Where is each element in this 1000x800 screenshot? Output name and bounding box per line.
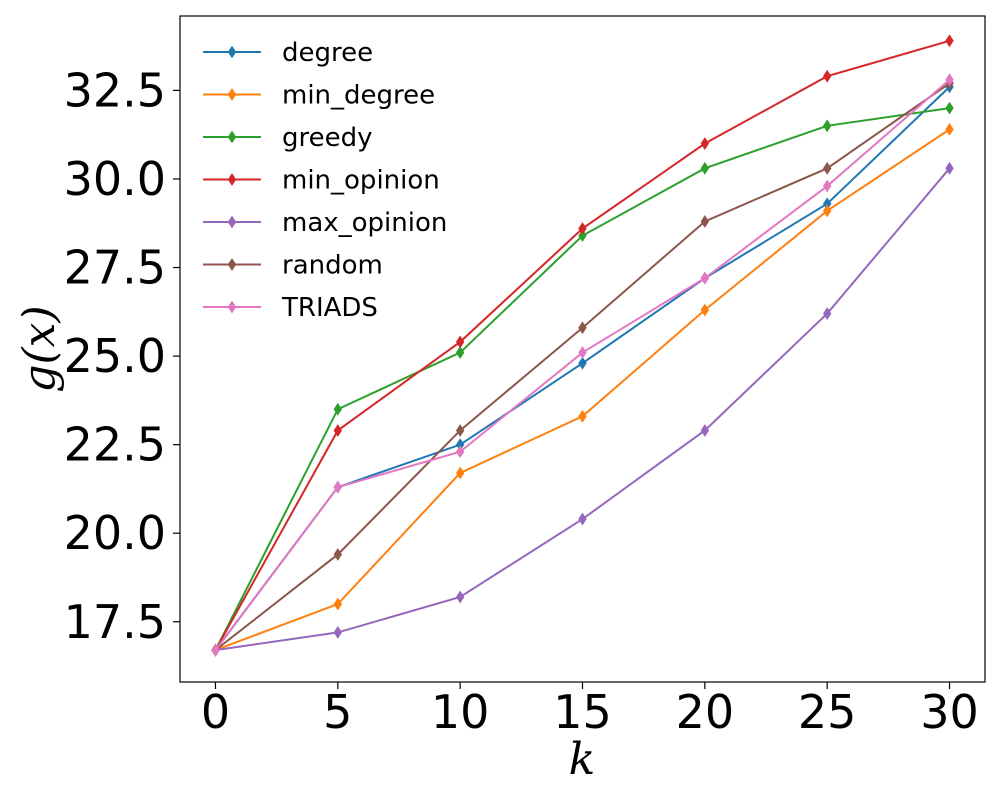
data-point-triads: [333, 480, 343, 494]
x-tick-label: 25: [798, 685, 857, 739]
y-tick-label: 25.0: [64, 329, 166, 383]
data-point-greedy: [578, 229, 587, 243]
data-point-random: [578, 321, 587, 335]
legend-label-triads: TRIADS: [281, 293, 378, 323]
data-point-triads: [211, 643, 220, 657]
data-point-min-degree: [333, 597, 343, 611]
x-tick-label: 10: [431, 685, 490, 739]
legend-marker-degree: [227, 45, 237, 59]
data-point-min-degree: [700, 303, 710, 317]
y-tick-label: 30.0: [64, 152, 166, 206]
data-point-triads: [455, 445, 465, 459]
data-point-max-opinion: [333, 625, 343, 639]
x-axis-label: k: [569, 734, 596, 785]
y-tick-label: 27.5: [64, 241, 166, 295]
legend-label-max-opinion: max_opinion: [282, 208, 447, 238]
data-point-max-opinion: [822, 307, 832, 320]
data-point-greedy: [455, 346, 465, 359]
legend-label-min-degree: min_degree: [282, 81, 435, 111]
data-point-min-opinion: [333, 424, 343, 437]
legend-marker-greedy: [227, 130, 237, 144]
data-point-min-opinion: [455, 335, 465, 349]
y-tick-label: 17.5: [64, 595, 166, 649]
legend-label-min-opinion: min_opinion: [282, 166, 440, 196]
data-point-min-degree: [945, 122, 954, 136]
data-point-min-degree: [578, 409, 587, 423]
legend-label-random: random: [282, 251, 383, 281]
data-point-min-opinion: [578, 222, 587, 235]
y-axis: 17.5 20.0 22.5 25.0 27.5 30.0 32.5: [64, 63, 180, 649]
data-point-random: [700, 215, 710, 228]
data-point-random: [333, 548, 343, 561]
data-point-greedy: [945, 101, 954, 115]
x-tick-label: 15: [553, 685, 612, 739]
data-point-greedy: [700, 161, 710, 175]
data-point-triads: [822, 179, 832, 193]
legend-label-greedy: greedy: [282, 123, 373, 153]
data-point-degree: [578, 356, 587, 370]
data-point-random: [822, 161, 832, 175]
legend-marker-triads: [227, 300, 237, 314]
x-tick-label: 5: [323, 685, 352, 739]
data-point-max-opinion: [700, 424, 710, 437]
data-point-max-opinion: [578, 512, 587, 526]
x-tick-label: 20: [676, 685, 735, 739]
y-axis-label: g(x): [14, 305, 65, 392]
legend-marker-random: [227, 258, 237, 271]
data-point-max-opinion: [945, 161, 954, 175]
data-point-min-opinion: [700, 137, 710, 150]
x-tick-label: 30: [920, 685, 979, 739]
data-point-greedy: [333, 402, 343, 416]
data-point-triads: [945, 73, 954, 87]
data-point-triads: [700, 271, 710, 285]
data-point-min-degree: [822, 204, 832, 218]
legend-marker-max-opinion: [227, 215, 237, 229]
data-point-max-opinion: [455, 590, 465, 604]
y-tick-label: 32.5: [64, 63, 166, 117]
plot-marks: [211, 34, 954, 657]
data-point-greedy: [822, 119, 832, 133]
y-tick-label: 20.0: [64, 506, 166, 560]
data-point-triads: [578, 346, 587, 359]
data-point-min-degree: [455, 466, 465, 480]
y-tick-label: 22.5: [64, 418, 166, 472]
x-tick-label: 0: [201, 685, 230, 739]
legend-label-degree: degree: [282, 38, 373, 68]
x-axis: 0 5 10 15 20 25 30: [201, 682, 979, 739]
data-point-random: [455, 424, 465, 437]
legend-marker-min-degree: [227, 88, 237, 101]
data-point-min-opinion: [945, 34, 954, 48]
data-point-min-opinion: [822, 69, 832, 83]
legend-marker-min-opinion: [227, 173, 237, 186]
